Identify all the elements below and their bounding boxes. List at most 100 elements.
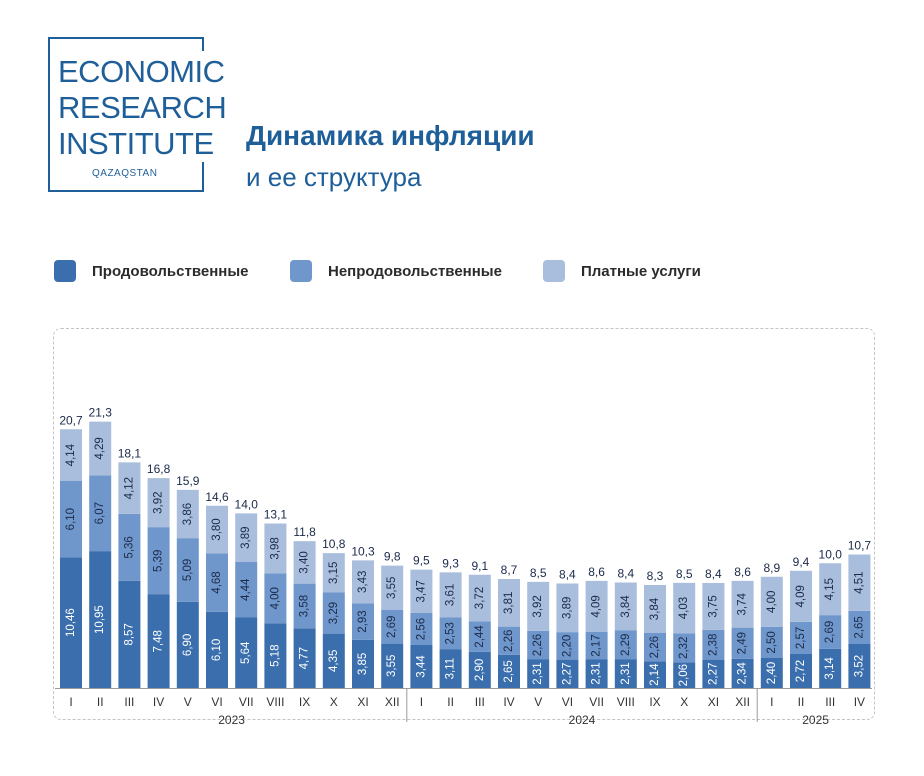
- bar-value-label-2-27: 2,69: [824, 621, 836, 643]
- bar-segment-2-11: [352, 603, 374, 640]
- bar-total-label-19: 8,6: [588, 565, 605, 579]
- bar-segment-3-23: [702, 583, 725, 630]
- bar-segment-3-22: [673, 582, 696, 634]
- logo-frame-right-top: [202, 37, 204, 51]
- bar-segment-3-3: [118, 462, 141, 514]
- x-tick-label-24: XII: [735, 695, 750, 709]
- bar-value-label-3-23: 3,75: [707, 595, 719, 617]
- bar-segment-1-22: [673, 662, 696, 688]
- logo-line-economic: ECONOMIC: [58, 54, 225, 89]
- bar-value-label-1-23: 2,27: [707, 663, 719, 685]
- bar-total-label-10: 10,8: [322, 537, 346, 551]
- bar-value-label-2-23: 2,38: [707, 634, 719, 656]
- bar-value-label-2-9: 3,58: [299, 595, 311, 617]
- bar-segment-2-26: [790, 621, 812, 654]
- bar-total-label-8: 13,1: [264, 508, 288, 522]
- bar-segment-1-7: [235, 617, 258, 688]
- legend-label-nonfood: Непродовольственные: [328, 262, 502, 280]
- bar-total-label-5: 15,9: [176, 474, 200, 488]
- bar-value-label-2-3: 5,36: [123, 536, 135, 558]
- bar-segment-2-13: [410, 613, 433, 645]
- x-tick-label-1: I: [69, 695, 72, 709]
- bar-total-label-24: 8,6: [734, 565, 751, 579]
- bar-value-label-3-18: 3,89: [561, 597, 573, 619]
- bar-value-label-2-14: 2,53: [445, 622, 457, 644]
- bar-segment-2-1: [60, 481, 82, 558]
- bar-total-label-25: 8,9: [763, 561, 780, 575]
- bar-segment-1-2: [89, 551, 112, 688]
- bar-segment-1-3: [118, 580, 141, 688]
- bar-segment-2-10: [322, 592, 345, 634]
- bar-total-label-11: 10,3: [351, 544, 375, 558]
- bar-value-label-3-1: 4,14: [65, 443, 77, 466]
- bar-value-label-1-9: 4,77: [299, 647, 311, 669]
- page-subtitle: и ее структура: [246, 162, 422, 192]
- bar-segment-3-10: [322, 553, 345, 593]
- bar-value-label-2-5: 5,09: [182, 559, 194, 581]
- bar-segment-3-6: [206, 505, 228, 554]
- bar-segment-1-9: [293, 628, 316, 688]
- bar-segment-1-12: [381, 643, 404, 688]
- bar-total-label-12: 9,8: [384, 550, 401, 564]
- bar-value-label-2-2: 6,07: [94, 502, 106, 524]
- bar-segment-2-23: [702, 629, 725, 660]
- bar-value-label-3-26: 4,09: [795, 585, 807, 607]
- bar-value-label-2-26: 2,57: [795, 627, 807, 649]
- bar-segment-2-22: [673, 633, 696, 663]
- bar-segment-2-28: [848, 610, 871, 644]
- bar-segment-2-25: [760, 626, 783, 658]
- bar-segment-2-19: [585, 632, 608, 660]
- bar-value-label-1-26: 2,72: [795, 660, 807, 682]
- bar-value-label-1-15: 2,90: [474, 659, 486, 681]
- legend-item-food: Продовольственные: [54, 260, 248, 282]
- bar-segment-1-8: [264, 623, 287, 688]
- bar-segment-3-27: [819, 563, 842, 616]
- bar-value-label-1-6: 6,10: [211, 639, 223, 661]
- bar-segment-3-14: [439, 572, 462, 618]
- bar-value-label-2-4: 5,39: [153, 550, 165, 572]
- bar-segment-2-24: [731, 627, 754, 659]
- x-tick-label-13: I: [420, 695, 423, 709]
- bar-segment-1-21: [644, 661, 666, 688]
- bar-segment-3-24: [731, 580, 754, 628]
- bar-value-label-2-22: 2,32: [678, 637, 690, 659]
- bar-value-label-1-14: 3,11: [445, 658, 457, 680]
- bar-total-label-28: 10,7: [848, 539, 872, 553]
- bar-value-label-2-15: 2,44: [474, 625, 486, 648]
- bar-value-label-3-5: 3,86: [182, 503, 194, 525]
- bar-segment-1-14: [439, 649, 462, 688]
- x-tick-label-21: IX: [649, 695, 660, 709]
- bar-segment-3-25: [760, 576, 783, 627]
- bar-value-label-3-20: 3,84: [620, 595, 632, 618]
- year-label-2024: 2024: [569, 713, 596, 727]
- bar-value-label-1-10: 4,35: [328, 650, 340, 672]
- bar-segment-1-19: [585, 659, 608, 688]
- bar-value-label-3-22: 4,03: [678, 597, 690, 619]
- bar-value-label-2-17: 2,26: [532, 634, 544, 656]
- bar-value-label-3-25: 4,00: [766, 591, 778, 613]
- bar-value-label-3-17: 3,92: [532, 595, 544, 617]
- bar-segment-1-15: [468, 651, 491, 688]
- chart-frame: [53, 328, 875, 720]
- x-tick-label-19: VII: [589, 695, 604, 709]
- bar-segment-2-9: [293, 583, 316, 629]
- bar-total-label-26: 9,4: [793, 555, 810, 569]
- x-tick-label-18: VI: [562, 695, 573, 709]
- bar-value-label-3-12: 3,55: [386, 577, 398, 599]
- chart-legend: Продовольственные Непродовольственные Пл…: [0, 260, 924, 286]
- year-label-2023: 2023: [218, 713, 245, 727]
- bar-value-label-2-6: 4,68: [211, 571, 223, 593]
- bar-value-label-2-8: 4,00: [269, 587, 281, 609]
- bar-value-label-3-3: 4,12: [123, 477, 135, 499]
- x-tick-label-11: XI: [357, 695, 368, 709]
- bar-segment-2-18: [556, 632, 579, 660]
- x-tick-label-25: I: [770, 695, 773, 709]
- x-tick-label-20: VIII: [617, 695, 635, 709]
- bar-value-label-1-24: 2,34: [737, 662, 749, 685]
- bar-value-label-3-11: 3,43: [357, 571, 369, 593]
- bar-segment-2-4: [147, 527, 170, 595]
- bar-total-label-22: 8,5: [676, 567, 693, 581]
- bar-segment-1-6: [206, 611, 228, 688]
- bar-value-label-2-25: 2,50: [766, 631, 778, 653]
